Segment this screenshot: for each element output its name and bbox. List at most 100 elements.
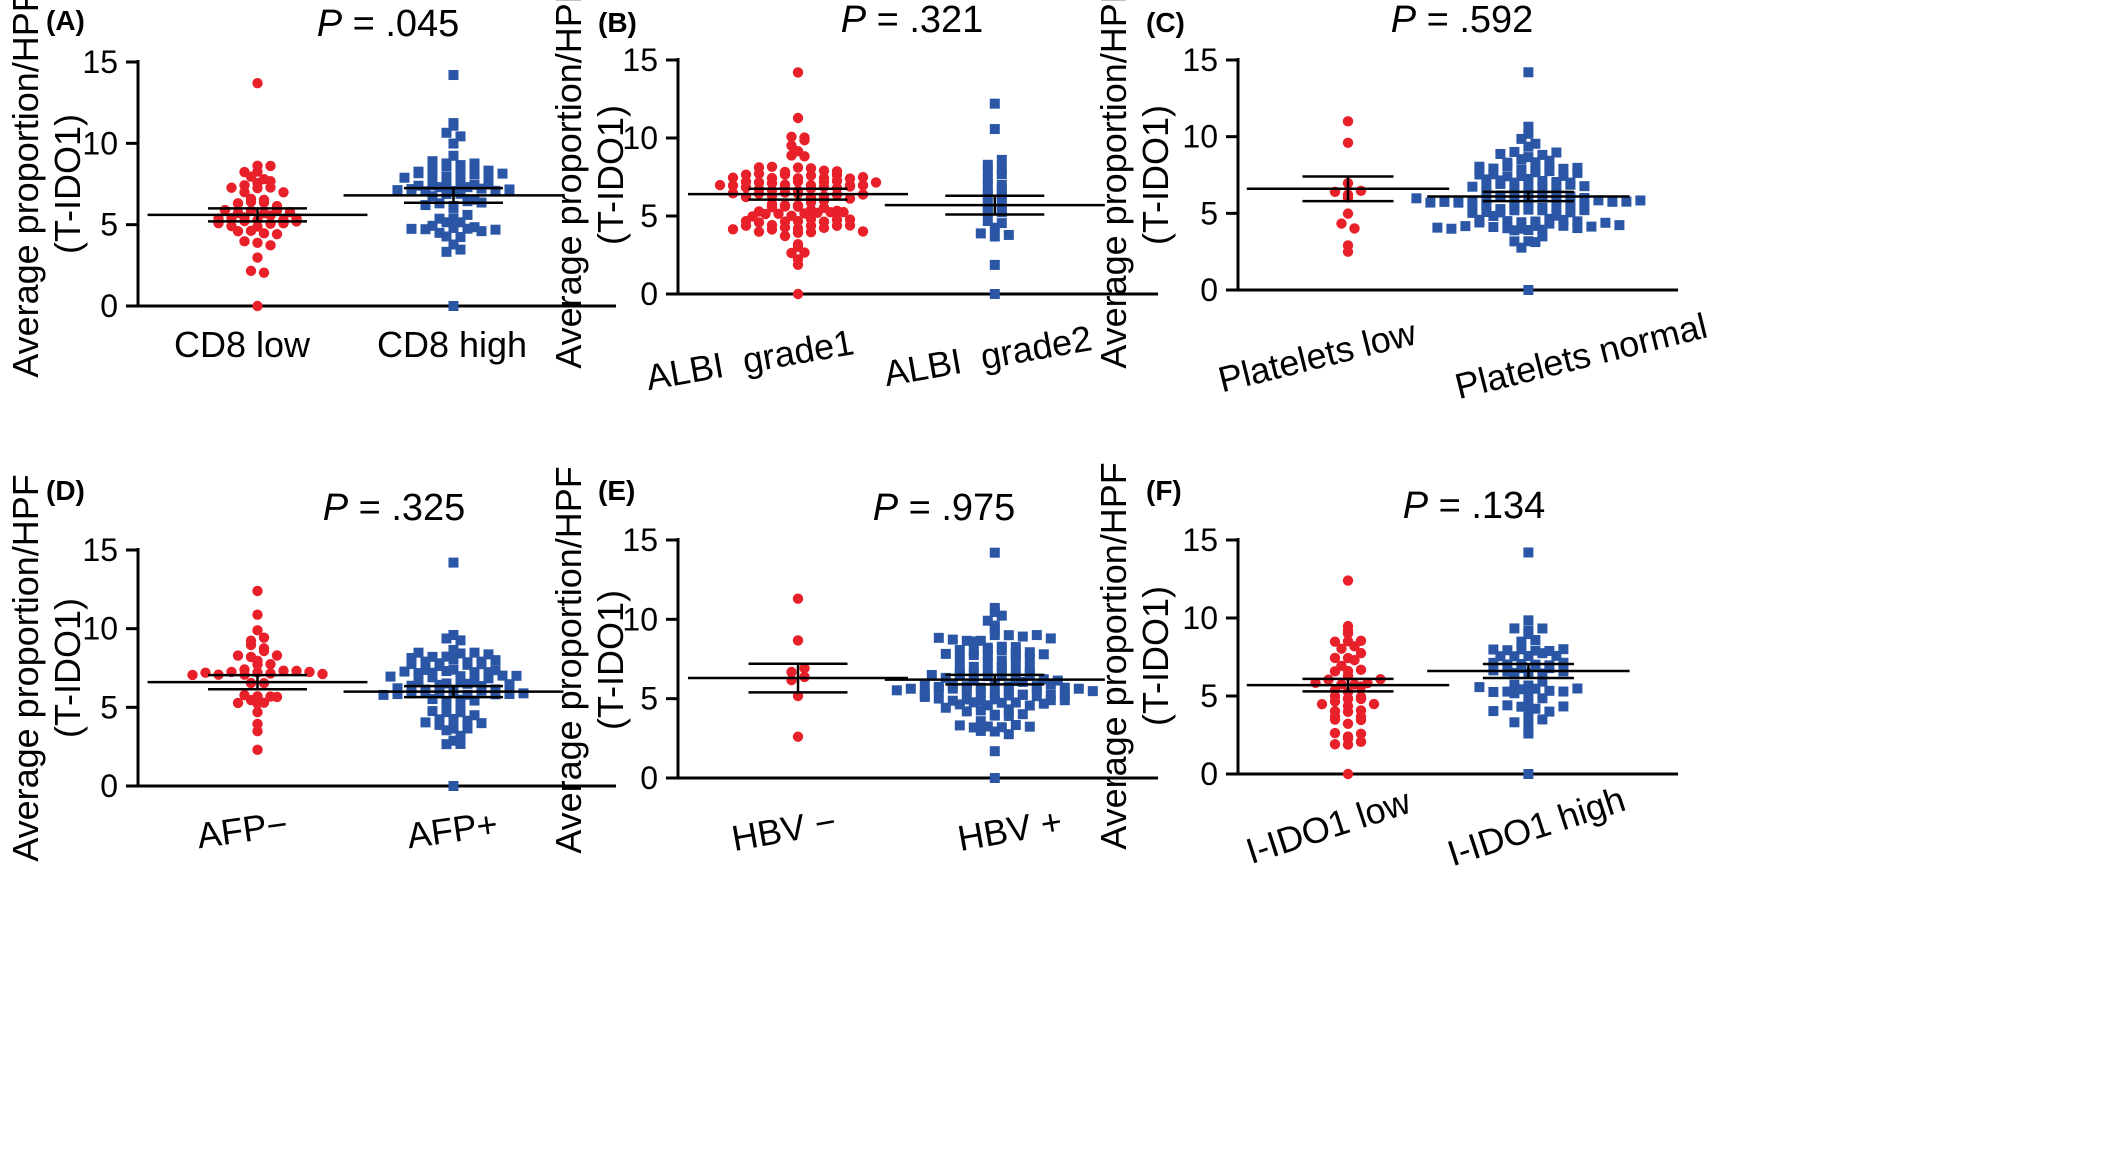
data-point	[1537, 676, 1548, 687]
data-point	[1342, 575, 1354, 586]
data-point	[1516, 164, 1527, 175]
data-point	[434, 719, 445, 730]
y-axis-label-line2: (T-IDO1)	[590, 590, 631, 730]
data-point	[427, 163, 438, 174]
data-point	[1551, 147, 1562, 158]
data-point	[278, 665, 289, 676]
data-point	[1544, 660, 1555, 671]
panel-letter: (C)	[1146, 7, 1185, 38]
y-tick-label: 0	[100, 288, 118, 324]
data-point	[258, 228, 270, 239]
data-point	[1509, 688, 1520, 699]
data-point	[462, 678, 473, 689]
data-point	[818, 216, 830, 227]
data-point	[968, 636, 979, 647]
data-point	[1523, 690, 1534, 701]
data-point	[1523, 225, 1534, 236]
p-value-label: P = .045	[317, 3, 460, 45]
data-point	[1523, 236, 1534, 247]
data-point	[982, 165, 993, 176]
data-point	[441, 177, 452, 188]
data-point	[1509, 717, 1520, 728]
p-value-number: = .134	[1428, 485, 1545, 527]
data-point	[753, 206, 765, 217]
p-value-symbol: P	[1403, 485, 1429, 527]
data-point	[996, 179, 1007, 190]
data-point	[252, 252, 263, 263]
data-point	[792, 200, 804, 211]
data-point	[954, 662, 965, 673]
data-point	[1593, 195, 1604, 206]
data-point	[1530, 138, 1541, 149]
data-point	[989, 620, 1000, 631]
data-point	[1579, 205, 1590, 216]
data-point	[1017, 676, 1028, 687]
data-point	[989, 773, 1000, 783]
data-point	[1635, 195, 1646, 206]
data-point	[1530, 703, 1541, 714]
data-point	[258, 267, 270, 278]
data-point	[1460, 221, 1471, 232]
data-point	[455, 232, 466, 243]
data-point	[441, 725, 452, 736]
data-point	[441, 651, 452, 662]
data-point	[1316, 698, 1328, 710]
data-point	[448, 723, 459, 734]
data-point	[441, 171, 452, 182]
data-point	[982, 650, 993, 661]
data-point	[919, 680, 930, 691]
data-point	[1010, 658, 1021, 669]
data-point	[406, 653, 417, 664]
panel-letter: (A)	[46, 5, 85, 36]
data-point	[455, 694, 466, 705]
data-point	[462, 657, 473, 668]
data-point	[947, 695, 958, 706]
data-point	[406, 688, 417, 699]
y-axis-label-line2: (T-IDO1)	[47, 598, 88, 738]
data-point	[317, 668, 328, 680]
data-point	[392, 683, 403, 694]
data-point	[1342, 636, 1354, 647]
data-point	[420, 200, 431, 211]
data-point	[1349, 223, 1360, 234]
data-point	[265, 658, 276, 670]
x-category-label: ALBI grade1	[643, 321, 857, 398]
data-point	[469, 695, 480, 706]
data-point	[1523, 707, 1534, 718]
data-point	[448, 70, 459, 81]
data-point	[1045, 695, 1056, 706]
y-tick-label: 15	[82, 532, 118, 568]
data-point	[982, 615, 993, 626]
data-point	[420, 717, 431, 728]
data-point	[996, 697, 1007, 708]
data-point	[1045, 689, 1056, 700]
data-point	[1003, 630, 1014, 641]
y-tick-label: 15	[622, 42, 658, 78]
p-value-symbol: P	[873, 487, 899, 529]
data-point	[427, 694, 438, 705]
data-point	[968, 661, 979, 672]
data-point	[490, 224, 501, 235]
data-point	[462, 196, 473, 207]
data-point	[441, 633, 452, 644]
data-point	[392, 689, 403, 700]
data-point	[786, 210, 797, 221]
data-point	[1495, 204, 1506, 215]
data-point	[968, 645, 979, 656]
data-point	[448, 150, 459, 161]
data-point	[1558, 644, 1569, 655]
data-point	[420, 186, 431, 197]
data-point	[996, 722, 1007, 733]
data-point	[1558, 220, 1569, 231]
chart-panel-e: (E) P = .975 Average proportion/HPF (T-IDO1…	[548, 466, 1158, 859]
data-point	[1329, 706, 1341, 717]
x-category-label-group: CD8 low	[174, 324, 311, 365]
data-point	[996, 197, 1007, 208]
data-point	[406, 659, 417, 670]
data-point	[511, 670, 522, 681]
data-point	[483, 667, 494, 678]
data-point	[1523, 285, 1534, 295]
y-axis-label: Average proportion/HPF (T-IDO1)	[5, 474, 88, 862]
data-point	[427, 172, 438, 183]
